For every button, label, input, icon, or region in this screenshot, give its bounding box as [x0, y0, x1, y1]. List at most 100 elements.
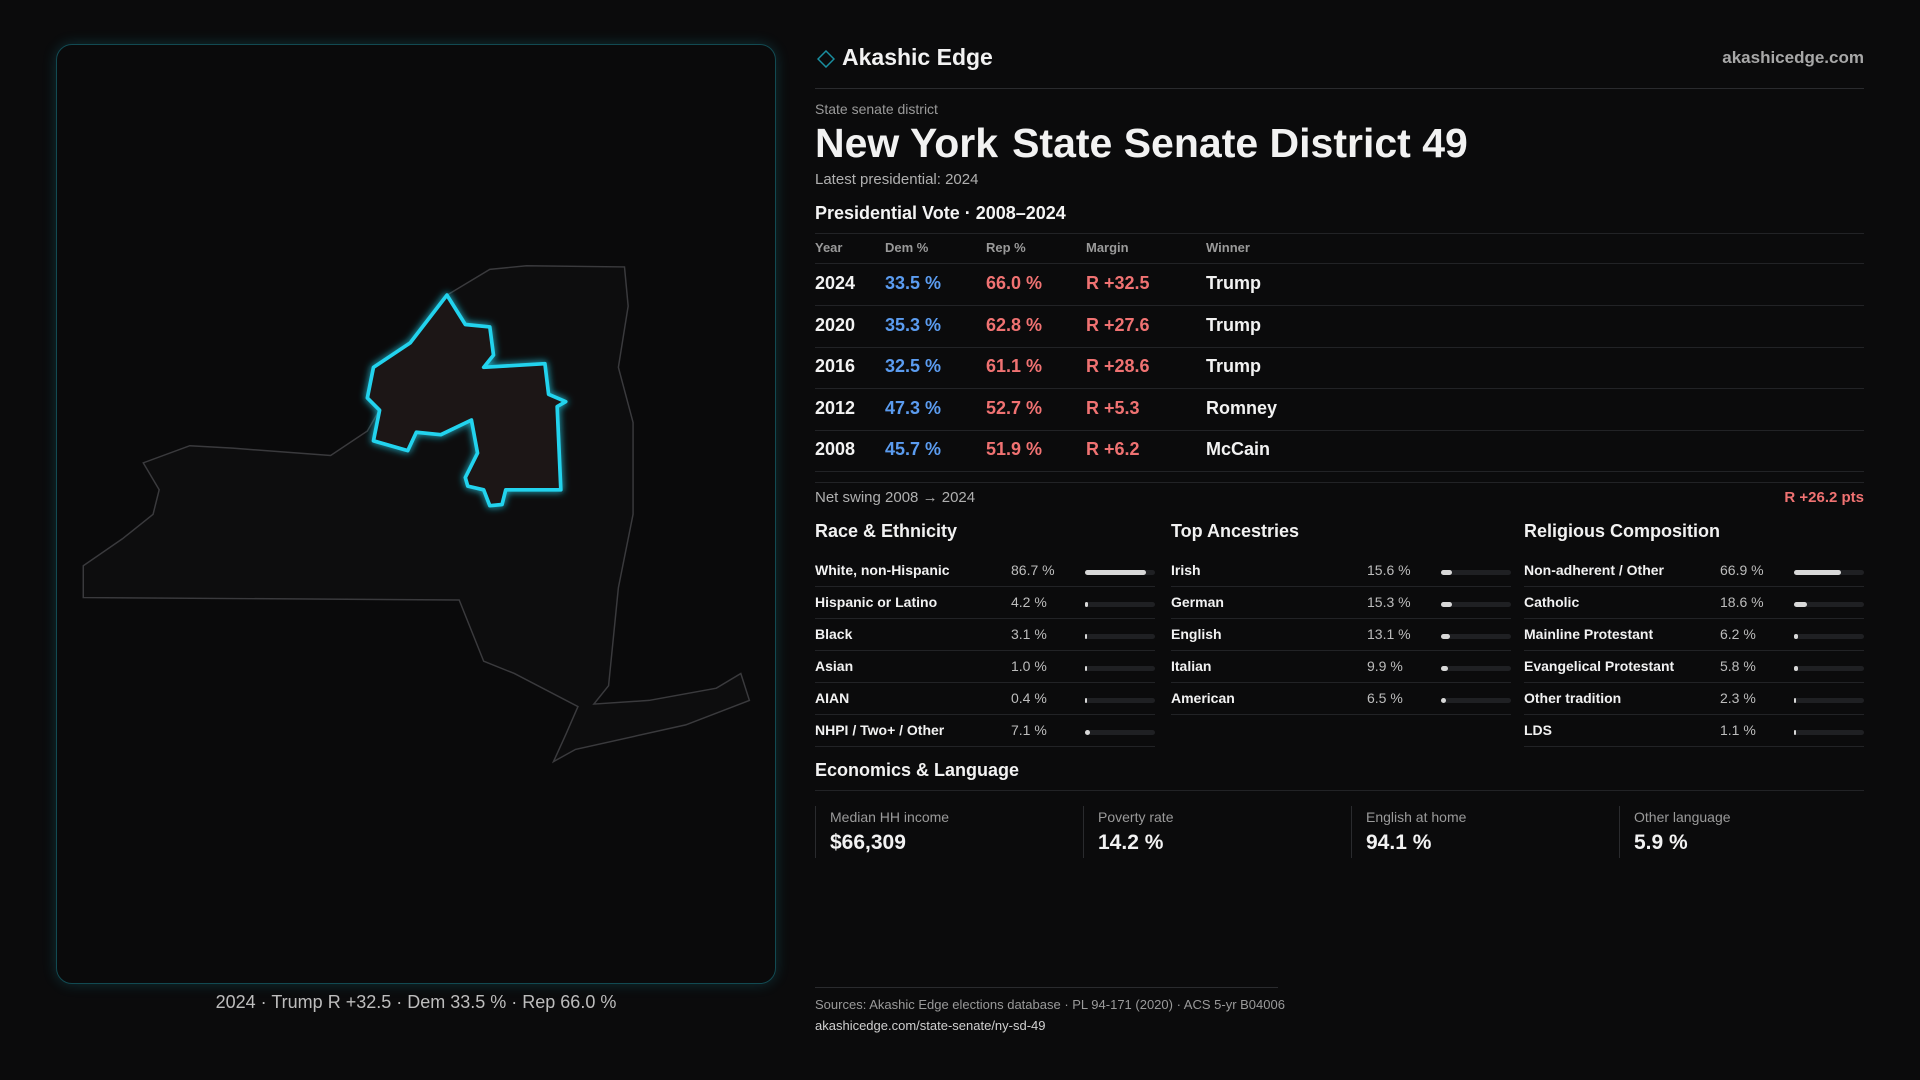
bar [1794, 666, 1799, 671]
item-name: Irish [1171, 562, 1201, 578]
row-rule [1171, 682, 1511, 683]
cell: 45.7 % [885, 439, 942, 460]
bar [1441, 634, 1451, 639]
item-name: Hispanic or Latino [815, 594, 938, 610]
row-rule [815, 650, 1155, 651]
card-value: 14.2 % [1098, 831, 1164, 854]
cell: 52.7 % [986, 397, 1043, 418]
item-name: LDS [1524, 722, 1552, 738]
bar [1441, 698, 1446, 703]
cell: Trump [1206, 356, 1262, 377]
card-divider [815, 806, 816, 858]
table-rule [815, 263, 1864, 264]
bar-track [1794, 634, 1864, 639]
row-rule [815, 586, 1155, 587]
bar [1085, 570, 1146, 575]
item-value: 1.0 % [1011, 658, 1047, 674]
cell: R +6.2 [1086, 439, 1140, 460]
item-value: 2.3 % [1720, 690, 1756, 706]
item-value: 15.3 % [1367, 594, 1411, 610]
source-url: akashicedge.com/state-senate/ny-sd-49 [815, 1018, 1046, 1033]
card-divider [1351, 806, 1352, 858]
card-label: Median HH income [830, 809, 950, 825]
row-rule [815, 618, 1155, 619]
row-rule [815, 471, 1864, 473]
cell: 35.3 % [885, 314, 942, 335]
bar [1441, 666, 1448, 671]
year: 2012 [815, 397, 856, 418]
section-title: Religious Composition [1524, 521, 1720, 541]
bar [1085, 730, 1090, 735]
item-value: 3.1 % [1011, 626, 1047, 642]
item-name: German [1171, 594, 1224, 610]
item-name: English [1171, 626, 1222, 642]
cell: 33.5 % [885, 273, 942, 293]
bar-track [1794, 698, 1864, 703]
latest: Latest presidential: 2024 [815, 171, 979, 188]
card-label: English at home [1366, 809, 1467, 825]
row-rule [815, 429, 1864, 431]
row-rule [815, 682, 1155, 683]
year: 2020 [815, 314, 856, 335]
row-rule [1171, 586, 1511, 587]
kicker: State senate district [815, 101, 938, 117]
cell: R +5.3 [1086, 397, 1140, 418]
bar [1794, 730, 1796, 735]
section-title: Economics & Language [815, 760, 1020, 780]
cell: 62.8 % [986, 314, 1043, 335]
vote-title: Presidential Vote · 2008–2024 [815, 203, 1066, 223]
bar [1441, 570, 1452, 575]
item-value: 18.6 % [1720, 594, 1764, 610]
item-name: Asian [815, 658, 854, 674]
title-district: State Senate District 49 [1012, 120, 1468, 166]
row-rule [1524, 650, 1864, 651]
card-divider [1619, 806, 1620, 858]
bar [1085, 698, 1087, 703]
brand-site: akashicedge.com [1722, 48, 1864, 67]
bar-track [1441, 602, 1511, 607]
year: 2024 [815, 273, 856, 293]
item-value: 5.8 % [1720, 658, 1756, 674]
bar-track [1085, 602, 1155, 607]
bar-track [1085, 730, 1155, 735]
title: New York State Senate District 49 [815, 120, 1468, 167]
cell: 32.5 % [885, 356, 942, 377]
row-rule [1171, 618, 1511, 619]
bar [1794, 634, 1799, 639]
bar [1085, 602, 1088, 607]
cell: R +28.6 [1086, 356, 1150, 377]
card-value: 5.9 % [1634, 831, 1688, 854]
bar-track [1794, 666, 1864, 671]
column-header: Year [815, 240, 843, 255]
cell: Romney [1206, 397, 1278, 418]
item-value: 9.9 % [1367, 658, 1403, 674]
state-outline [82, 264, 751, 764]
item-value: 4.2 % [1011, 594, 1047, 610]
column-header: Margin [1086, 240, 1129, 255]
bar-track [1794, 602, 1864, 607]
logo-icon [817, 50, 835, 68]
column-header: Dem % [885, 240, 929, 255]
item-name: AIAN [815, 690, 850, 706]
item-name: Black [815, 626, 853, 642]
item-value: 86.7 % [1011, 562, 1055, 578]
cell: 66.0 % [986, 273, 1043, 293]
bar-track [1085, 666, 1155, 671]
bar [1794, 698, 1796, 703]
bar-track [1441, 666, 1511, 671]
bar [1085, 634, 1088, 639]
item-name: Non-adherent / Other [1524, 562, 1665, 578]
row-rule [1524, 586, 1864, 587]
item-value: 1.1 % [1720, 722, 1756, 738]
item-name: Italian [1171, 658, 1212, 674]
bar [1794, 570, 1841, 575]
district-shape [365, 293, 568, 508]
swing-label: Net swing 2008 → 2024 [815, 489, 976, 506]
card-value: 94.1 % [1366, 831, 1432, 854]
row-rule [1524, 714, 1864, 715]
item-value: 13.1 % [1367, 626, 1411, 642]
item-name: NHPI / Two+ / Other [815, 722, 945, 738]
item-name: Other tradition [1524, 690, 1622, 706]
item-value: 0.4 % [1011, 690, 1047, 706]
